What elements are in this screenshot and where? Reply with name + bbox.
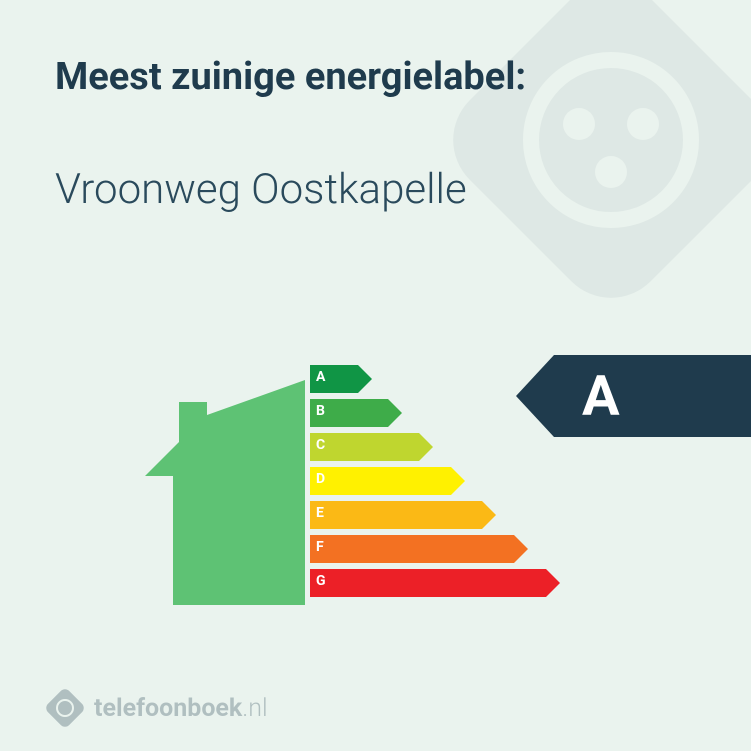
energy-bar-letter: G [316,573,326,589]
energy-bar-e: E [310,501,560,529]
page-title: Meest zuinige energielabel: [55,55,526,99]
brand-icon [44,687,86,729]
selected-rating-tag: A [516,355,751,437]
house-icon [145,380,305,605]
tag-body: A [554,355,751,437]
energy-bar-g: G [310,569,560,597]
location-name: Vroonweg Oostkapelle [55,165,467,214]
brand-name-bold: telefoonboek [94,694,242,723]
energy-bar-letter: E [316,505,324,521]
energy-bar-letter: C [316,437,325,453]
brand-text: telefoonboek.nl [94,694,268,723]
energy-bar-f: F [310,535,560,563]
energy-bar-letter: B [316,403,325,419]
energy-bar-letter: A [316,369,325,385]
brand-name-light: .nl [242,694,267,723]
tag-arrow-icon [516,355,554,437]
footer-brand: telefoonboek.nl [50,693,268,723]
selected-rating-letter: A [582,363,620,429]
energy-bar-letter: D [316,471,325,487]
energy-bar-letter: F [316,539,324,555]
energy-bar-c: C [310,433,560,461]
energy-bar-d: D [310,467,560,495]
